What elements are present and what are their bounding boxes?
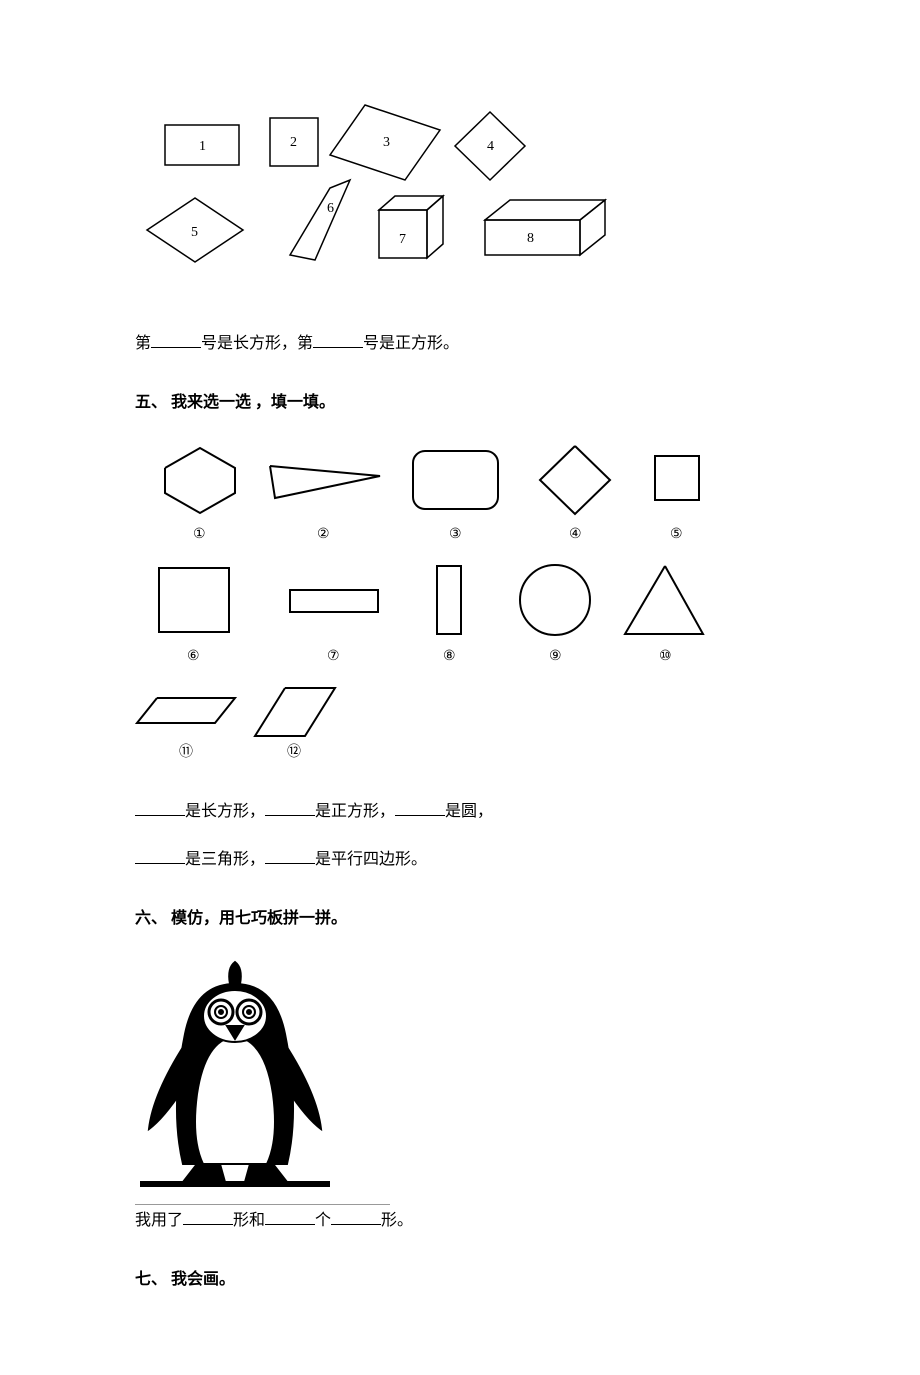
svg-text:2: 2 <box>290 135 297 150</box>
q4-figure: 1 2 3 4 5 6 7 8 <box>135 100 785 300</box>
s5-blank-1[interactable] <box>135 798 185 816</box>
svg-text:⑧: ⑧ <box>443 649 456 664</box>
q4-text-2: 号是长方形，第 <box>201 335 313 352</box>
svg-text:7: 7 <box>399 232 406 247</box>
section5-answer-line1: 是长方形， 是正方形， 是圆， <box>135 798 785 827</box>
s5-blank-2[interactable] <box>265 798 315 816</box>
s5-l2-t1: 是三角形， <box>185 851 265 868</box>
svg-text:⑪: ⑪ <box>179 744 193 760</box>
s5-blank-3[interactable] <box>395 798 445 816</box>
q4-shapes-svg: 1 2 3 4 5 6 7 8 <box>135 100 635 300</box>
svg-text:1: 1 <box>199 139 206 154</box>
svg-text:8: 8 <box>527 231 534 246</box>
s6-t3: 个 <box>315 1212 331 1229</box>
svg-text:⑩: ⑩ <box>659 649 672 664</box>
section5-figure: ① ② ③ ④ ⑤ ⑥ ⑦ ⑧ ⑨ ⑩ ⑪ ⑫ <box>135 438 785 768</box>
q4-question: 第 号是长方形，第 号是正方形。 <box>135 330 785 359</box>
s6-t4: 形。 <box>381 1212 413 1229</box>
svg-text:4: 4 <box>487 139 494 154</box>
q4-blank-2[interactable] <box>313 330 363 348</box>
s5-l1-t2: 是正方形， <box>315 803 395 820</box>
svg-text:5: 5 <box>191 225 198 240</box>
svg-text:⑥: ⑥ <box>187 649 200 664</box>
svg-text:⑤: ⑤ <box>670 527 683 542</box>
section5-heading: 五、 我来选一选 ，填一填。 <box>135 389 785 418</box>
s5-blank-5[interactable] <box>265 846 315 864</box>
section7-heading: 七、 我会画。 <box>135 1266 785 1295</box>
section6-penguin-figure <box>135 954 390 1205</box>
section6-heading: 六、 模仿，用七巧板拼一拼。 <box>135 905 785 934</box>
penguin-svg <box>135 954 335 1204</box>
s6-blank-2[interactable] <box>265 1207 315 1225</box>
section5-answer-line2: 是三角形， 是平行四边形。 <box>135 846 785 875</box>
section6-answer: 我用了 形和 个 形。 <box>135 1207 785 1236</box>
svg-text:①: ① <box>193 527 206 542</box>
svg-text:④: ④ <box>569 527 582 542</box>
s5-l1-t3: 是圆， <box>445 803 493 820</box>
q4-text-3: 号是正方形。 <box>363 335 459 352</box>
svg-text:③: ③ <box>449 527 462 542</box>
svg-text:6: 6 <box>327 201 334 216</box>
s6-blank-3[interactable] <box>331 1207 381 1225</box>
q4-blank-1[interactable] <box>151 330 201 348</box>
svg-text:②: ② <box>317 527 330 542</box>
s5-l1-t1: 是长方形， <box>185 803 265 820</box>
s5-blank-4[interactable] <box>135 846 185 864</box>
q4-text-1: 第 <box>135 335 151 352</box>
s6-t1: 我用了 <box>135 1212 183 1229</box>
svg-text:3: 3 <box>383 135 390 150</box>
section5-shapes-svg: ① ② ③ ④ ⑤ ⑥ ⑦ ⑧ ⑨ ⑩ ⑪ ⑫ <box>135 438 715 768</box>
s6-blank-1[interactable] <box>183 1207 233 1225</box>
svg-text:⑦: ⑦ <box>327 649 340 664</box>
s5-l2-t2: 是平行四边形。 <box>315 851 427 868</box>
svg-text:⑫: ⑫ <box>287 744 301 760</box>
s6-t2: 形和 <box>233 1212 265 1229</box>
svg-text:⑨: ⑨ <box>549 649 562 664</box>
